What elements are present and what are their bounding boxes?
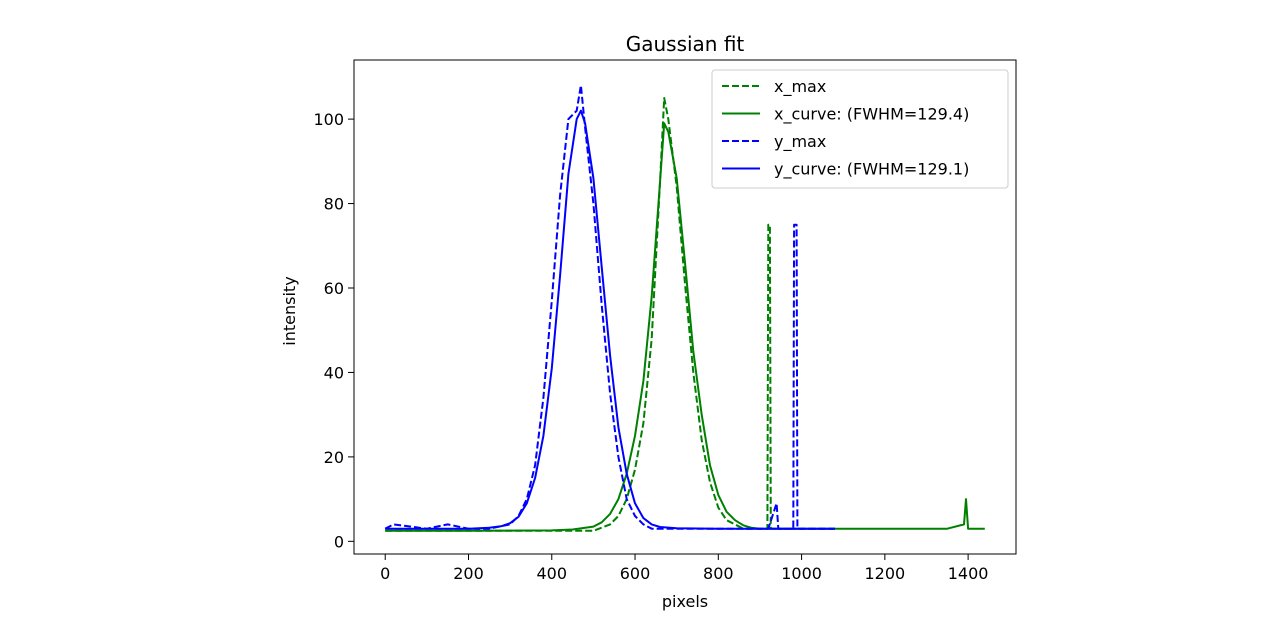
- series-line-0: [385, 97, 835, 532]
- plot-area: [384, 84, 985, 532]
- legend-label: x_curve: (FWHM=129.4): [774, 105, 969, 125]
- series-line-3: [385, 109, 835, 530]
- legend-box: [711, 69, 1009, 189]
- x-tick-label: 600: [620, 564, 651, 583]
- x-tick-label: 400: [536, 564, 567, 583]
- y-axis-label: intensity: [280, 276, 299, 345]
- x-tick-label: 1200: [864, 564, 905, 583]
- legend-label: y_max: [774, 132, 826, 152]
- plot-frame: [353, 59, 1017, 555]
- y-axis-ticks: 0 20 40 60 80 100: [313, 110, 354, 551]
- x-tick-label: 1400: [948, 564, 989, 583]
- y-tick-label: 0: [334, 532, 344, 551]
- y-tick-label: 100: [313, 110, 344, 129]
- x-axis-label: pixels: [662, 592, 708, 611]
- x-tick-label: 800: [703, 564, 734, 583]
- y-tick-label: 40: [324, 363, 344, 382]
- y-tick-label: 80: [324, 195, 344, 214]
- x-tick-label: 0: [380, 564, 390, 583]
- y-tick-label: 60: [324, 279, 344, 298]
- y-tick-label: 20: [324, 448, 344, 467]
- x-tick-label: 200: [453, 564, 484, 583]
- x-tick-label: 1000: [781, 564, 822, 583]
- legend-label: x_max: [774, 77, 826, 97]
- legend-label: y_curve: (FWHM=129.1): [774, 160, 969, 180]
- chart-title: Gaussian fit: [626, 32, 745, 56]
- x-axis-ticks: 0 200 400 600 800 1000 1200 1400: [380, 554, 988, 583]
- series-line-1: [385, 122, 985, 532]
- legend: x_max x_curve: (FWHM=129.4) y_max y_curve: …: [711, 69, 1009, 189]
